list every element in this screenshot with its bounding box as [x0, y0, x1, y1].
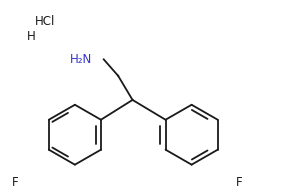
Text: HCl: HCl	[35, 15, 55, 28]
Text: F: F	[11, 176, 18, 189]
Text: F: F	[235, 176, 242, 189]
Text: H₂N: H₂N	[70, 53, 92, 66]
Text: H: H	[27, 30, 36, 43]
